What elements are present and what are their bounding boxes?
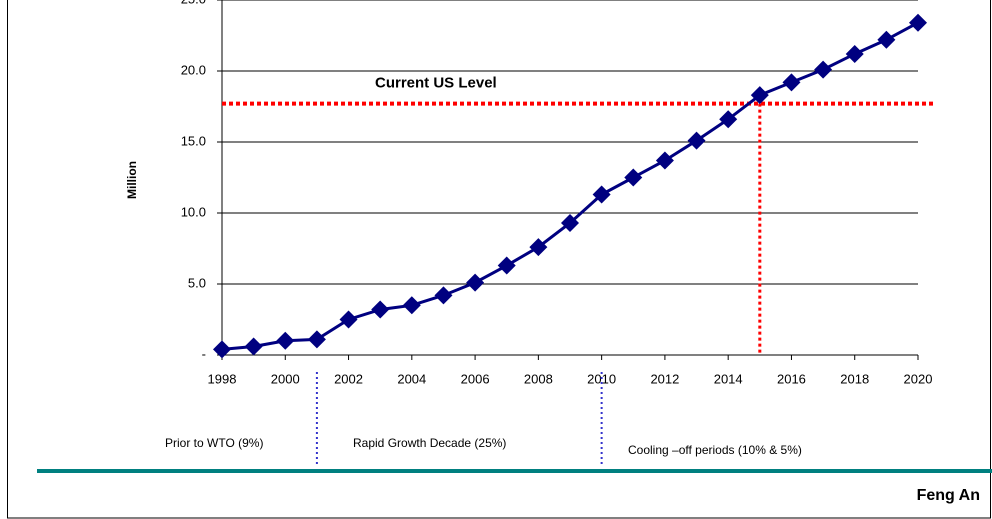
marker bbox=[339, 310, 358, 329]
y-tick-label: - bbox=[202, 346, 206, 361]
y-tick-label: 20.0 bbox=[181, 62, 206, 77]
period-label: Cooling –off periods (10% & 5%) bbox=[628, 443, 802, 457]
period-label: Prior to WTO (9%) bbox=[165, 436, 263, 450]
marker bbox=[402, 296, 421, 315]
marker bbox=[561, 213, 579, 232]
y-tick-label: 10.0 bbox=[181, 204, 206, 219]
x-tick-label: 2012 bbox=[650, 371, 679, 386]
marker bbox=[814, 60, 833, 79]
marker bbox=[497, 256, 516, 275]
marker bbox=[466, 273, 485, 292]
marker bbox=[877, 30, 896, 49]
period-label: Rapid Growth Decade (25%) bbox=[353, 436, 506, 450]
marker bbox=[244, 337, 263, 356]
marker bbox=[719, 110, 738, 129]
marker bbox=[687, 131, 706, 150]
marker bbox=[909, 13, 927, 32]
marker bbox=[750, 86, 769, 105]
marker bbox=[434, 286, 453, 305]
marker bbox=[371, 300, 390, 319]
footer: Feng An bbox=[917, 487, 980, 504]
y-axis-label: Million bbox=[125, 161, 139, 199]
frame bbox=[7, 0, 991, 519]
marker bbox=[845, 44, 864, 63]
reference-label: Current US Level bbox=[375, 75, 497, 92]
series-line bbox=[221, 21, 919, 351]
x-tick-label: 2018 bbox=[840, 371, 869, 386]
x-tick-label: 2006 bbox=[461, 371, 490, 386]
marker bbox=[529, 238, 548, 257]
marker bbox=[592, 185, 611, 204]
x-tick-label: 2004 bbox=[397, 371, 426, 386]
marker bbox=[782, 73, 801, 92]
x-tick-label: 2016 bbox=[777, 371, 806, 386]
marker bbox=[624, 168, 643, 187]
y-tick-label: 5.0 bbox=[188, 275, 206, 290]
marker bbox=[307, 330, 326, 349]
x-tick-label: 1998 bbox=[208, 371, 237, 386]
y-tick-label: 25.0 bbox=[181, 0, 206, 6]
x-tick-label: 2020 bbox=[904, 371, 933, 386]
marker bbox=[213, 340, 231, 359]
x-tick-label: 2002 bbox=[334, 371, 363, 386]
x-tick-label: 2008 bbox=[524, 371, 553, 386]
x-tick-label: 2014 bbox=[714, 371, 743, 386]
marker bbox=[276, 331, 295, 350]
marker bbox=[655, 151, 674, 170]
x-tick-label: 2000 bbox=[271, 371, 300, 386]
y-tick-label: 15.0 bbox=[181, 133, 206, 148]
